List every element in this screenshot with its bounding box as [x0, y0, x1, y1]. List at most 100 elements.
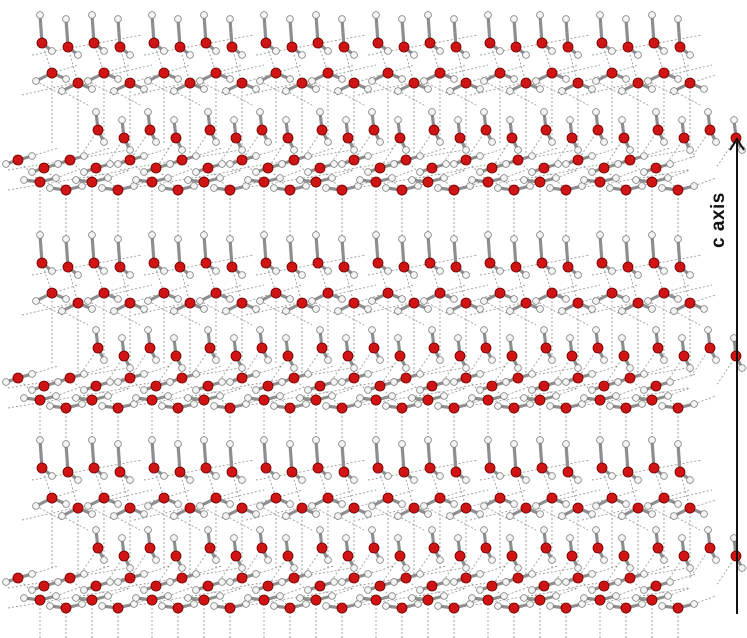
hydrogen-atom	[648, 510, 656, 518]
hydrogen-atom	[290, 364, 298, 372]
hydrogen-atom	[282, 334, 290, 342]
hydrogen-atom	[574, 51, 582, 59]
hydrogen-atom	[92, 108, 100, 116]
hydrogen-atom	[92, 526, 100, 534]
hydrogen-atom	[256, 502, 264, 510]
oxygen-atom	[184, 502, 196, 514]
oxygen-atom	[426, 580, 438, 592]
hydrogen-atom	[46, 184, 54, 192]
hydrogen-atom	[252, 305, 260, 313]
hydrogen-atom	[476, 168, 484, 176]
hydrogen-atom	[84, 297, 92, 305]
oxygen-atom	[538, 380, 550, 392]
hydrogen-atom	[686, 476, 694, 484]
hydrogen-bond	[119, 587, 241, 609]
hydrogen-atom	[528, 386, 536, 394]
hydrogen-atom	[126, 146, 134, 154]
hydrogen-atom	[164, 174, 172, 182]
hydrogen-bond	[147, 300, 175, 316]
hydrogen-atom	[612, 592, 620, 600]
oxygen-atom	[348, 77, 360, 89]
oxygen-atom	[38, 162, 50, 174]
hydrogen-atom	[36, 11, 44, 19]
oxygen-atom	[618, 350, 630, 362]
hydrogen-bond	[397, 515, 425, 531]
hydrogen-atom	[218, 378, 226, 386]
oxygen-atom	[204, 124, 216, 136]
hydrogen-atom	[548, 472, 556, 480]
hydrogen-bond	[509, 515, 537, 531]
hydrogen-atom	[98, 184, 106, 192]
oxygen-atom	[368, 542, 380, 554]
hydrogen-bond	[479, 34, 591, 56]
hydrogen-atom	[496, 47, 504, 55]
hydrogen-atom	[666, 160, 674, 168]
oxygen-atom	[150, 380, 162, 392]
hydrogen-bond	[109, 155, 137, 165]
hydrogen-bond	[647, 80, 675, 96]
oxygen-atom	[322, 287, 334, 299]
hydrogen-bond	[479, 459, 591, 481]
oxygen-atom	[90, 380, 102, 392]
hydrogen-bond	[307, 147, 335, 157]
oxygen-atom	[224, 602, 236, 614]
hydrogen-atom	[468, 594, 476, 602]
hydrogen-atom	[434, 602, 442, 610]
hydrogen-atom	[480, 77, 488, 85]
hydrogen-atom	[402, 364, 410, 372]
hydrogen-atom	[324, 138, 332, 146]
hydrogen-atom	[634, 476, 642, 484]
hydrogen-bond	[419, 147, 447, 157]
hydrogen-bond	[195, 565, 223, 575]
hydrogen-atom	[648, 305, 656, 313]
hydrogen-atom	[494, 184, 502, 192]
hydrogen-atom	[144, 77, 152, 85]
oxygen-atom	[672, 402, 684, 414]
hydrogen-atom	[436, 47, 444, 55]
oxygen-atom	[536, 462, 548, 474]
hydrogen-atom	[382, 602, 390, 610]
hydrogen-atom	[218, 160, 226, 168]
oxygen-atom	[598, 162, 610, 174]
hydrogen-bond	[643, 565, 671, 575]
hydrogen-atom	[48, 267, 56, 275]
hydrogen-atom	[674, 295, 682, 303]
hydrogen-atom	[230, 116, 238, 124]
hydrogen-atom	[700, 85, 708, 93]
hydrogen-bond	[643, 147, 671, 157]
oxygen-atom	[566, 350, 578, 362]
hydrogen-atom	[526, 600, 534, 608]
hydrogen-atom	[62, 15, 70, 23]
oxygen-atom	[408, 297, 420, 309]
oxygen-atom	[174, 41, 186, 53]
hydrogen-bond	[367, 254, 479, 276]
hydrogen-bond	[531, 147, 559, 157]
hydrogen-atom	[500, 174, 508, 182]
hydrogen-atom	[132, 394, 140, 402]
hydrogen-atom	[528, 570, 536, 578]
hydrogen-bond	[307, 365, 335, 375]
hydrogen-atom	[450, 578, 458, 586]
hydrogen-atom	[738, 364, 746, 372]
hydrogen-atom	[286, 295, 294, 303]
hydrogen-bond	[199, 300, 227, 316]
hydrogen-atom	[286, 500, 294, 508]
hydrogen-atom	[480, 297, 488, 305]
hydrogen-bond	[259, 80, 287, 96]
oxygen-atom	[536, 257, 548, 269]
oxygen-atom	[88, 37, 100, 49]
hydrogen-atom	[158, 184, 166, 192]
hydrogen-atom	[622, 295, 630, 303]
oxygen-atom	[124, 154, 136, 166]
oxygen-atom	[12, 154, 24, 166]
hydrogen-atom	[398, 295, 406, 303]
hydrogen-atom	[356, 594, 364, 602]
hydrogen-atom	[302, 182, 310, 190]
hydrogen-atom	[324, 356, 332, 364]
hydrogen-atom	[226, 440, 234, 448]
hydrogen-atom	[32, 502, 40, 510]
hydrogen-atom	[658, 402, 666, 410]
oxygen-atom	[650, 380, 662, 392]
hydrogen-atom	[660, 472, 668, 480]
hydrogen-bond	[143, 254, 255, 276]
